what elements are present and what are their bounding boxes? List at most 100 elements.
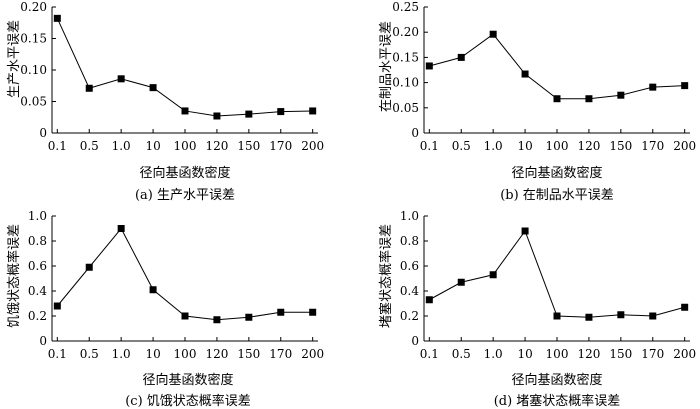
chart-a-data-point: [181, 107, 189, 115]
chart-b-data-point: [521, 70, 529, 78]
chart-d-y-tick-label: 0.6: [400, 259, 419, 273]
chart-c-x-tick-label: 0.1: [48, 347, 67, 361]
chart-c-data-point: [85, 263, 93, 271]
chart-a-data-point: [245, 110, 253, 118]
chart-a-y-tick-label: 0.15: [20, 32, 47, 46]
chart-a-xlabel: 径向基函数密度: [139, 166, 231, 181]
chart-d-caption: (d) 堵塞状态概率误差: [493, 394, 621, 409]
chart-d-data-point: [425, 296, 433, 304]
chart-d-data-point: [521, 227, 529, 235]
chart-d-y-tick-label: 1.0: [400, 209, 419, 223]
chart-b-series-line: [429, 33, 685, 100]
chart-c-data-point: [149, 286, 157, 294]
chart-c-data-point: [117, 225, 125, 232]
chart-d-x-tick-label: 200: [673, 347, 696, 361]
chart-b-y-tick-label: 0.20: [392, 25, 419, 39]
chart-c-data-point: [245, 313, 253, 321]
chart-c-xlabel: 径向基函数密度: [142, 373, 234, 388]
chart-c-x-tick-label: 170: [269, 347, 292, 361]
chart-b-xlabel: 径向基函数密度: [511, 166, 603, 181]
chart-a-y-tick-label: 0: [39, 126, 47, 140]
chart-c-series-line: [56, 227, 313, 321]
chart-a-data-point: [149, 84, 157, 92]
chart-b-data-point: [489, 30, 497, 38]
chart-d-x-tick-label: 10: [517, 347, 532, 361]
chart-a-data-point: [277, 108, 285, 116]
chart-a-y-tick-label: 0.20: [20, 0, 47, 14]
chart-b-ylabel: 在制品水平误差: [379, 20, 394, 112]
chart-a-series-line: [56, 18, 313, 117]
chart-c-y-tick-label: 0.6: [28, 259, 47, 273]
chart-b-plot: 0 0.05 0.10 0.15 0.20 0.25 0.1 0.5 1.0 10 100 120 15…: [392, 0, 696, 153]
chart-c-y-tick-label: 0.8: [28, 234, 47, 248]
chart-b-data-point: [553, 95, 561, 103]
chart-b-x-tick-label: 1.0: [484, 139, 503, 153]
chart-b-y-tick-label: 0.25: [392, 0, 419, 14]
chart-a-x-tick-label: 0.5: [80, 139, 99, 153]
chart-b-data-point: [425, 62, 433, 70]
chart-b-y-tick-label: 0.15: [392, 50, 419, 64]
chart-c-data-point: [53, 302, 61, 310]
chart-d-y-tick-label: 0: [411, 334, 419, 348]
chart-a-data-point: [85, 84, 93, 92]
chart-d-y-tick-label: 0.2: [400, 309, 419, 323]
chart-c-ylabel: 饥饿状态概率误差: [7, 223, 22, 328]
chart-d-x-tick-label: 1.0: [484, 347, 503, 361]
chart-b-x-tick-label: 200: [673, 139, 696, 153]
chart-d-ylabel: 堵塞状态概率误差: [379, 223, 394, 328]
chart-c-caption: (c) 饥饿状态概率误差: [125, 394, 251, 409]
chart-c-x-tick-label: 150: [237, 347, 260, 361]
chart-a-x-tick-label: 200: [301, 139, 324, 153]
chart-panel-b: 0 0.05 0.10 0.15 0.20 0.25 0.1 0.5 1.0 10 100 120 15…: [350, 0, 700, 204]
chart-d-y-tick-label: 0.8: [400, 234, 419, 248]
chart-c-data-point: [181, 312, 189, 320]
chart-b-x-tick-label: 170: [641, 139, 664, 153]
chart-b-data-point: [649, 83, 657, 91]
chart-d-data-point: [649, 312, 657, 320]
chart-panel-c: 0 0.2 0.4 0.6 0.8 1.0 0.1 0.5 1.0 10 100 120 150 170 2…: [0, 204, 350, 409]
chart-b-y-tick-label: 0.05: [392, 101, 419, 115]
chart-b-y-tick-label: 0: [411, 126, 419, 140]
chart-c-x-tick-label: 100: [174, 347, 197, 361]
chart-d-x-tick-label: 0.1: [420, 347, 439, 361]
chart-a-x-tick-label: 1.0: [112, 139, 131, 153]
chart-a-y-tick-label: 0.10: [20, 63, 47, 77]
chart-b-x-tick-label: 10: [517, 139, 532, 153]
chart-b-x-tick-label: 0.5: [452, 139, 471, 153]
chart-a-data-point: [117, 75, 125, 83]
chart-d-data-point: [617, 311, 625, 319]
chart-a-x-tick-label: 170: [269, 139, 292, 153]
chart-b-data-point: [681, 82, 689, 90]
chart-b-x-tick-label: 150: [609, 139, 632, 153]
chart-a-x-tick-label: 150: [237, 139, 260, 153]
chart-b-data-point: [457, 53, 465, 61]
chart-a-plot: 0 0.05 0.10 0.15 0.20 0.1 0.5 1.0 10 100 120 150 170…: [20, 0, 324, 153]
chart-d-y-tick-label: 0.4: [400, 284, 419, 298]
chart-c-y-tick-label: 0.4: [28, 284, 47, 298]
chart-d-x-tick-label: 0.5: [452, 347, 471, 361]
chart-a-x-tick-label: 10: [145, 139, 160, 153]
chart-a-caption: (a) 生产水平误差: [134, 188, 236, 203]
chart-c-x-tick-label: 200: [301, 347, 324, 361]
chart-d-series-line: [429, 229, 685, 318]
chart-panel-d: 0 0.2 0.4 0.6 0.8 1.0 0.1 0.5 1.0 10 100 120 150 170 2…: [350, 204, 700, 409]
chart-d-x-tick-label: 170: [641, 347, 664, 361]
chart-a-x-tick-label: 120: [205, 139, 228, 153]
chart-panel-a: 0 0.05 0.10 0.15 0.20 0.1 0.5 1.0 10 100 120 150 170…: [0, 0, 350, 204]
chart-d-x-tick-label: 150: [609, 347, 632, 361]
chart-c-plot: 0 0.2 0.4 0.6 0.8 1.0 0.1 0.5 1.0 10 100 120 150 170 2…: [28, 209, 324, 361]
chart-c-x-tick-label: 1.0: [112, 347, 131, 361]
chart-a-x-tick-label: 100: [174, 139, 197, 153]
chart-d-x-tick-label: 100: [546, 347, 569, 361]
chart-c-y-tick-label: 0: [39, 334, 47, 348]
chart-d-data-point: [489, 271, 497, 279]
chart-d-xlabel: 径向基函数密度: [511, 373, 603, 388]
chart-b-caption: (b) 在制品水平误差: [500, 188, 614, 203]
chart-c-data-point: [277, 308, 285, 316]
chart-a-data-point: [213, 112, 221, 120]
chart-d-data-point: [457, 278, 465, 286]
chart-a-data-point: [309, 107, 317, 115]
chart-b-x-tick-label: 120: [577, 139, 600, 153]
chart-c-data-point: [213, 316, 221, 324]
chart-a-ylabel: 生产水平误差: [7, 19, 22, 98]
